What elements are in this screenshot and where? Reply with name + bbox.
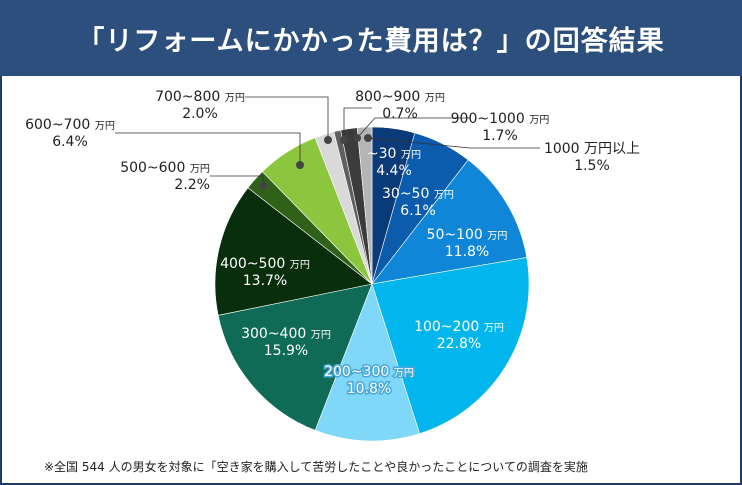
title-banner: 「リフォームにかかった費用は？」の回答結果 xyxy=(0,0,742,76)
slice-label-4: 200~300 万円 xyxy=(324,364,414,380)
pie-slice-4 xyxy=(314,283,420,442)
slice-label-7: 500~600 万円 xyxy=(120,160,210,176)
pie-slice-12 xyxy=(356,126,373,285)
callout-dot-12 xyxy=(364,134,372,142)
slice-label-1: 30~50 万円 xyxy=(382,186,454,202)
callout-line-9 xyxy=(245,96,329,140)
slice-value-9: 2.0% xyxy=(182,106,218,122)
slice-value-1: 6.1% xyxy=(400,203,436,219)
pie-slice-6 xyxy=(214,187,373,316)
callout-dot-10 xyxy=(340,136,348,144)
slice-value-10: 0.7% xyxy=(382,106,418,122)
pie-slice-5 xyxy=(217,283,373,431)
slice-label-10: 800~900 万円 xyxy=(355,89,445,105)
slice-value-7: 2.2% xyxy=(174,177,210,193)
slice-value-4: 10.8% xyxy=(347,381,391,397)
slice-value-12: 1.5% xyxy=(574,158,610,174)
callout-line-12 xyxy=(367,137,540,149)
slice-value-3: 22.8% xyxy=(437,336,481,352)
slice-label-9: 700~800 万円 xyxy=(155,89,245,105)
chart-title: 「リフォームにかかった費用は？」の回答結果 xyxy=(77,25,665,57)
slice-value-8: 6.4% xyxy=(52,134,88,150)
slice-value-2: 11.8% xyxy=(445,244,489,260)
pie-slice-3 xyxy=(371,257,530,434)
slice-value-5: 15.9% xyxy=(264,343,308,359)
slice-value-0: 4.4% xyxy=(376,163,412,179)
slice-label-3: 100~200 万円 xyxy=(414,319,504,335)
callout-dot-11 xyxy=(353,134,361,142)
pie-slice-2 xyxy=(371,159,528,285)
callout-dot-9 xyxy=(324,136,332,144)
slice-value-6: 13.7% xyxy=(243,273,287,289)
slice-label-6: 400~500 万円 xyxy=(220,256,310,272)
slice-label-12: 1000 万円以上 xyxy=(544,141,640,157)
slice-label-11: 900~1000 万円 xyxy=(451,111,550,127)
slice-label-2: 50~100 万円 xyxy=(427,227,508,243)
slice-label-0: ~30 万円 xyxy=(367,146,421,162)
callout-line-11 xyxy=(356,117,470,139)
slice-value-11: 1.7% xyxy=(482,128,518,144)
callout-line-8 xyxy=(115,132,301,165)
slice-label-5: 300~400 万円 xyxy=(241,326,331,342)
slice-label-8: 600~700 万円 xyxy=(25,117,115,133)
callout-line-10 xyxy=(343,107,372,140)
survey-note: ※全国 544 人の男女を対象に「空き家を購入して苦労したことや良かったことにつ… xyxy=(44,460,588,474)
callout-dot-8 xyxy=(296,161,304,169)
callout-dot-7 xyxy=(259,182,267,190)
